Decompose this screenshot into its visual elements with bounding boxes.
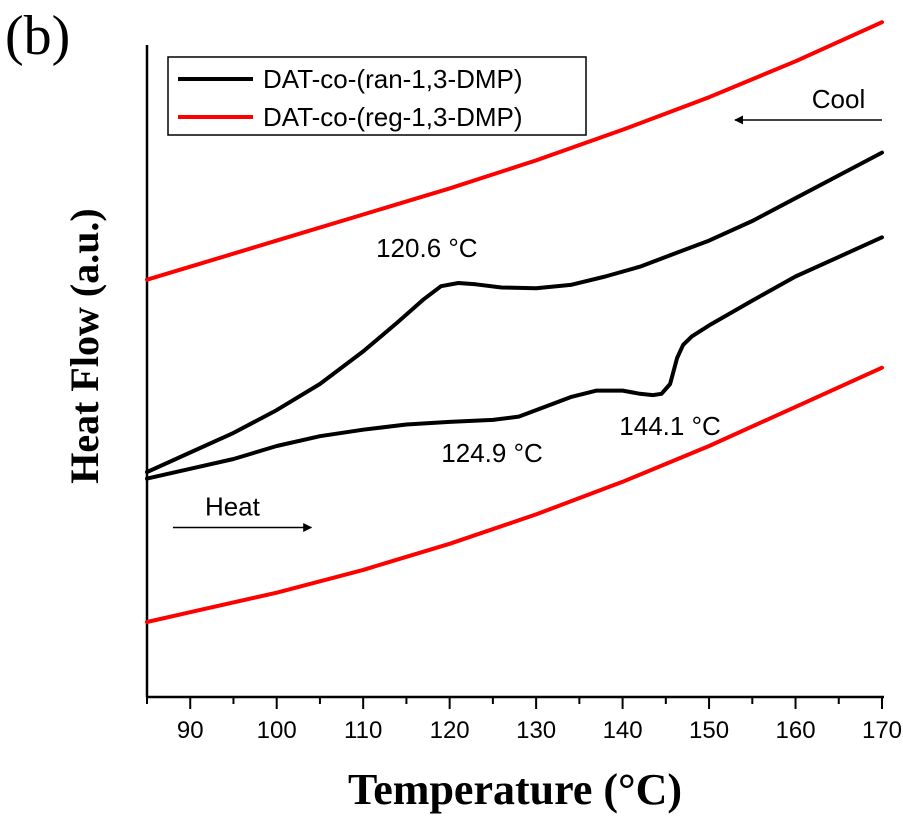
x-axis-ticks: 90 100 110 120 130 140 150 160 170	[146, 697, 902, 744]
series-line-0-cooling	[145, 150, 884, 475]
plot-curves	[145, 20, 884, 624]
x-tick-label: 140	[603, 717, 643, 744]
annotation-temp-0: 120.6 °C	[376, 233, 477, 263]
x-tick-label: 150	[689, 717, 729, 744]
series-line-1-heating	[145, 365, 884, 624]
x-axis-label: Temperature (°C)	[348, 765, 682, 814]
x-tick-label: 130	[516, 717, 556, 744]
x-tick-label: 170	[862, 717, 902, 744]
x-tick-label: 120	[430, 717, 470, 744]
x-tick-label: 160	[776, 717, 816, 744]
annotation-temp-2: 144.1 °C	[619, 411, 720, 441]
series-line-0-heating	[145, 235, 884, 481]
annotation-temp-1: 124.9 °C	[441, 438, 542, 468]
annotation-cool: Cool	[812, 84, 865, 114]
series-line-1-cooling	[145, 20, 884, 282]
legend-label-reg: DAT-co-(reg-1,3-DMP)	[263, 102, 523, 132]
legend-label-ran: DAT-co-(ran-1,3-DMP)	[263, 64, 523, 94]
x-tick-label: 100	[257, 717, 297, 744]
legend-box	[167, 56, 587, 136]
panel-label: (b)	[5, 5, 70, 67]
y-axis-label: Heat Flow (a.u.)	[62, 208, 107, 484]
x-tick-label: 110	[344, 717, 382, 744]
x-tick-label: 90	[177, 717, 204, 744]
annotation-heat: Heat	[205, 491, 261, 521]
annotations: 120.6 °C 124.9 °C 144.1 °C Cool Heat	[172, 84, 882, 532]
legend: DAT-co-(ran-1,3-DMP) DAT-co-(reg-1,3-DMP…	[167, 56, 587, 136]
